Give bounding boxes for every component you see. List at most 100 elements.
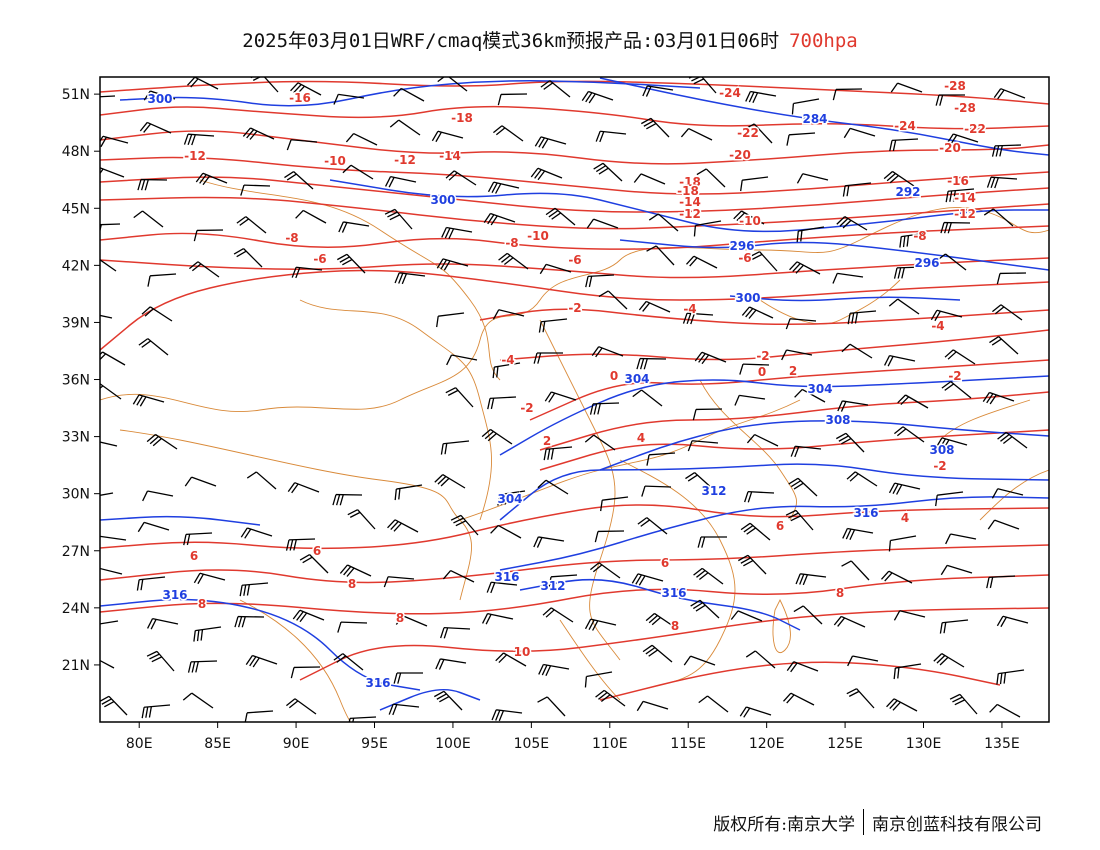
wind-barb-feather	[100, 385, 104, 390]
wind-barb-feather	[683, 655, 692, 666]
wind-barb-shaft	[338, 93, 365, 99]
wind-barb-feather	[495, 652, 504, 662]
footer: 版权所有:南京大学 南京创蓝科技有限公司	[713, 809, 1042, 835]
wind-barb-feather	[598, 290, 609, 298]
wind-barb-feather	[498, 710, 505, 722]
wind-barb-feather	[395, 615, 404, 625]
border-line	[239, 599, 381, 722]
pressure-level: 700hpa	[789, 30, 858, 52]
wind-barb-feather	[935, 94, 940, 106]
wind-barb-shaft	[490, 428, 513, 445]
temperature-label: -8	[913, 229, 926, 243]
wind-barb-feather	[333, 94, 339, 105]
wind-barb-feather	[342, 258, 353, 266]
wind-barb-feather	[648, 649, 659, 657]
wind-barb-feather	[530, 167, 539, 178]
wind-barb-feather	[147, 275, 151, 287]
wind-barb-shaft	[802, 173, 829, 181]
wind-barb-feather	[292, 609, 301, 620]
wind-barb-feather	[584, 676, 588, 688]
temperature-contours	[100, 80, 1049, 701]
wind-barb-feather	[786, 134, 790, 146]
wind-barb-feather	[392, 704, 398, 716]
wind-barb-shaft	[693, 255, 718, 269]
wind-barb-shaft	[437, 130, 464, 139]
height-label: 308	[929, 443, 954, 457]
temperature-label: 8	[836, 586, 844, 600]
wind-barb-feather	[941, 381, 952, 389]
wind-barb-shaft	[309, 554, 329, 574]
wind-barb-feather	[394, 272, 400, 284]
wind-barb-feather	[140, 579, 144, 591]
temperature-contour	[299, 607, 1049, 681]
wind-barb-shaft	[895, 663, 922, 669]
wind-barb-feather	[883, 355, 891, 366]
wind-barb-feather	[299, 612, 308, 623]
wind-barb-feather	[936, 655, 946, 664]
height-label: 312	[701, 484, 726, 498]
wind-barb-feather	[843, 128, 851, 139]
wind-barb-feather	[1000, 434, 1010, 442]
wind-barb-feather	[533, 536, 539, 548]
wind-barb-feather	[790, 662, 798, 673]
wind-barb-feather	[548, 576, 552, 588]
wind-barb-feather	[291, 267, 297, 278]
wind-barb-feather	[740, 522, 751, 531]
wind-barb-feather	[586, 218, 595, 229]
wind-barb-feather	[786, 661, 795, 671]
wind-barb-shaft	[950, 381, 972, 399]
wind-barb-feather	[943, 622, 947, 634]
temperature-label: -10	[527, 229, 549, 243]
wind-barb-feather	[786, 694, 795, 704]
wind-barb-feather	[184, 476, 193, 487]
wind-barb-feather	[751, 253, 763, 260]
wind-barb-feather	[940, 565, 948, 576]
copyright-text: 版权所有:南京大学	[713, 814, 855, 835]
wind-barb-feather	[393, 672, 398, 684]
map-title: 2025年03月01日WRF/cmaq模式36km预报产品:03月01日06时 7…	[0, 26, 1100, 53]
wind-barb-feather	[348, 718, 351, 722]
wind-barb-feather	[286, 173, 297, 181]
temperature-label: -6	[313, 252, 326, 266]
wind-barb-feather	[947, 351, 957, 360]
wind-barb-shaft	[353, 133, 378, 146]
wind-barb-feather	[290, 667, 295, 679]
wind-barb-shaft	[850, 560, 870, 581]
wind-barb-feather	[996, 673, 999, 685]
lat-tick-label: 48N	[62, 144, 90, 160]
wind-barb-feather	[191, 134, 196, 146]
temperature-contour	[100, 225, 1049, 250]
wind-barb-shaft	[156, 650, 175, 672]
wind-barb-feather	[946, 133, 954, 144]
wind-barb-feather	[293, 539, 297, 551]
wind-barb-shaft	[347, 564, 372, 577]
wind-barb-feather	[692, 602, 703, 610]
wind-barb-feather	[989, 394, 997, 405]
wind-barb-feather	[240, 527, 248, 538]
wind-barb-feather	[490, 398, 495, 410]
wind-barb-feather	[734, 395, 740, 406]
wind-barb-shaft	[753, 123, 773, 144]
wind-barb-feather	[104, 700, 115, 708]
wind-barb-shaft	[442, 258, 469, 267]
wind-barb-shaft	[739, 394, 766, 400]
wind-barb-feather	[638, 301, 647, 311]
wind-barb-feather	[744, 491, 749, 503]
lat-tick-label: 51N	[62, 87, 90, 103]
wind-barb-feather	[838, 435, 849, 442]
wind-barb-shaft	[506, 252, 529, 270]
wind-barb-shaft	[1005, 431, 1028, 449]
wind-barb-feather	[854, 312, 858, 324]
height-label: 316	[661, 586, 686, 600]
wind-barb-shaft	[644, 485, 672, 488]
wind-barb-feather	[486, 582, 492, 593]
lon-tick-label: 105E	[514, 736, 550, 752]
temperature-label: 6	[190, 549, 198, 563]
wind-barb-shaft	[699, 599, 720, 619]
wind-barb-shaft	[893, 698, 918, 712]
wind-barb-feather	[299, 554, 310, 561]
temperature-label: -8	[505, 236, 518, 250]
wind-barb-feather	[833, 616, 842, 626]
wind-barb-feather	[444, 227, 451, 239]
wind-barb-feather	[132, 394, 140, 405]
